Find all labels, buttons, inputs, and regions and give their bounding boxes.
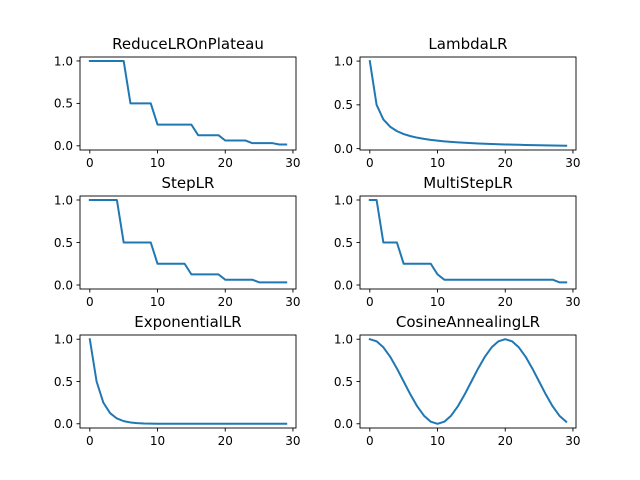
x-tick-label: 0 <box>86 295 94 309</box>
x-tick-label: 10 <box>430 156 445 170</box>
x-tick-label: 0 <box>86 156 94 170</box>
x-tick-label: 0 <box>86 434 94 448</box>
x-tick-label: 30 <box>285 295 300 309</box>
series-line-reducelronplateau <box>88 59 288 146</box>
axes-frame <box>359 334 577 429</box>
chart-title: MultiStepLR <box>423 174 513 192</box>
x-tick-label: 10 <box>430 434 445 448</box>
chart-title: ExponentialLR <box>134 313 241 331</box>
y-tick-label: 1.0 <box>334 54 353 68</box>
chart-steplr: 0 10 20 30 0.0 0.5 1.0 StepLR <box>54 174 301 309</box>
y-tick-label: 0.5 <box>334 375 353 389</box>
y-tick-label: 0.0 <box>334 417 353 431</box>
y-tick-label: 0.5 <box>334 236 353 250</box>
x-tick-label: 10 <box>430 295 445 309</box>
chart-title: StepLR <box>162 174 215 192</box>
x-tick-label: 20 <box>498 295 513 309</box>
series-line-steplr <box>88 198 288 284</box>
x-tick-label: 0 <box>366 156 374 170</box>
axes-frame <box>359 56 577 151</box>
x-tick-label: 20 <box>498 434 513 448</box>
series-line-exponentiallr <box>88 338 288 425</box>
x-tick-label: 10 <box>150 434 165 448</box>
chart-title: LambdaLR <box>428 35 507 53</box>
y-tick-label: 0.5 <box>54 375 73 389</box>
x-tick-label: 20 <box>218 434 233 448</box>
y-tick-label: 1.0 <box>334 333 353 347</box>
x-tick-label: 10 <box>150 156 165 170</box>
x-tick-label: 30 <box>565 295 580 309</box>
series-line-multisteplr <box>368 198 568 284</box>
chart-title: CosineAnnealingLR <box>396 313 540 331</box>
x-tick-label: 0 <box>366 434 374 448</box>
y-tick-label: 1.0 <box>54 333 73 347</box>
chart-multisteplr: 0 10 20 30 0.0 0.5 1.0 MultiStepLR <box>334 174 581 309</box>
x-tick-label: 20 <box>218 295 233 309</box>
x-tick-label: 30 <box>565 156 580 170</box>
x-tick-label: 30 <box>285 434 300 448</box>
chart-lambdalr: 0 10 20 30 0.0 0.5 1.0 LambdaLR <box>334 35 581 170</box>
y-tick-label: 1.0 <box>334 193 353 207</box>
x-tick-label: 10 <box>150 295 165 309</box>
chart-title: ReduceLROnPlateau <box>112 35 264 53</box>
y-tick-label: 1.0 <box>54 193 73 207</box>
y-tick-label: 0.5 <box>54 236 73 250</box>
x-tick-label: 20 <box>218 156 233 170</box>
y-tick-label: 0.0 <box>334 142 353 156</box>
y-tick-label: 1.0 <box>54 54 73 68</box>
y-tick-label: 0.0 <box>54 278 73 292</box>
series-line-cosineannealinglr <box>368 337 568 425</box>
chart-exponentiallr: 0 10 20 30 0.0 0.5 1.0 ExponentialLR <box>54 313 301 448</box>
x-tick-label: 30 <box>565 434 580 448</box>
axes-frame <box>79 56 297 151</box>
x-tick-label: 20 <box>498 156 513 170</box>
axes-frame <box>79 195 297 290</box>
y-tick-label: 0.5 <box>54 97 73 111</box>
y-tick-label: 0.5 <box>334 98 353 112</box>
chart-cosineannealinglr: 0 10 20 30 0.0 0.5 1.0 CosineAnnealingLR <box>334 313 581 448</box>
chart-reducelronplateau: 0 10 20 30 0.0 0.5 1.0 ReduceLROnPlateau <box>54 35 301 170</box>
series-line-lambdalr <box>368 59 568 147</box>
x-tick-label: 0 <box>366 295 374 309</box>
y-tick-label: 0.0 <box>54 417 73 431</box>
y-tick-label: 0.0 <box>334 278 353 292</box>
x-tick-label: 30 <box>285 156 300 170</box>
y-tick-label: 0.0 <box>54 139 73 153</box>
